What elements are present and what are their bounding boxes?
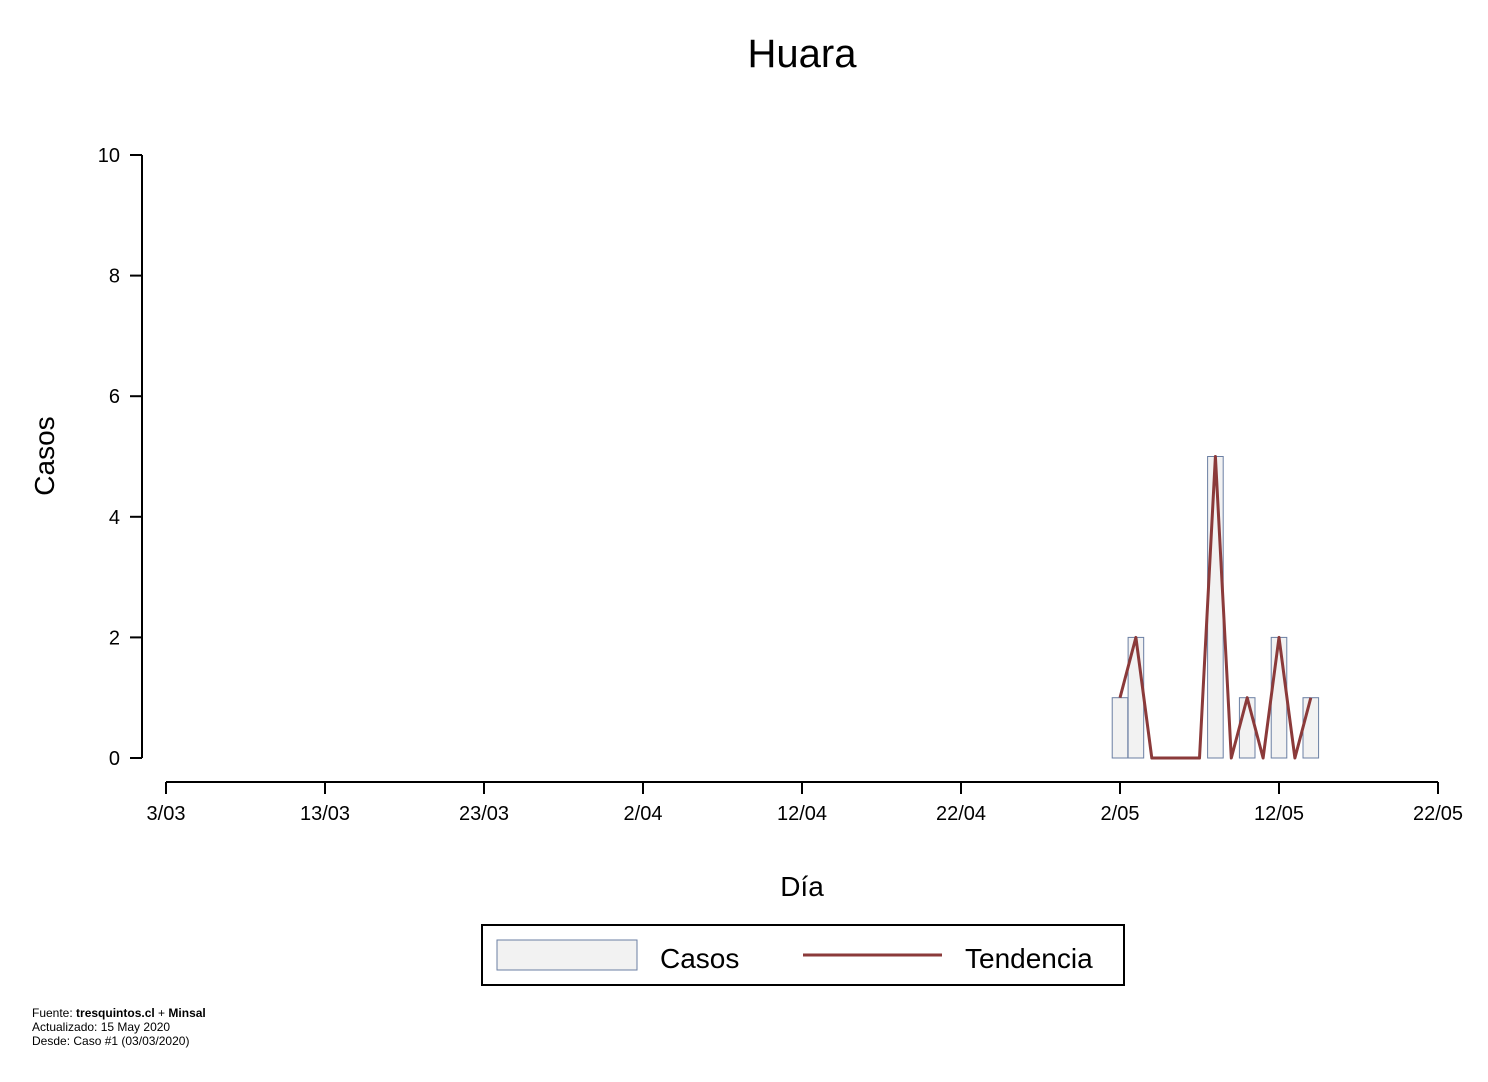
legend-label-tendencia: Tendencia [965,943,1093,974]
y-tick-label: 0 [109,748,120,770]
y-axis: 0 2 4 6 8 10 [98,145,143,770]
y-tick-label: 4 [109,507,120,529]
bar-casos [1302,697,1320,759]
x-tick-label: 12/04 [777,803,827,825]
legend-label-casos: Casos [660,943,739,974]
x-tick-label: 2/05 [1101,803,1140,825]
x-tick-label: 23/03 [459,803,509,825]
bar-casos [1111,697,1129,759]
y-tick-label: 8 [109,266,120,288]
legend: Casos Tendencia [481,924,1125,986]
x-tick-label: 13/03 [300,803,350,825]
source-line: Fuente: tresquintos.cl + Minsal [32,1006,206,1020]
x-tick-label: 2/04 [624,803,663,825]
x-tick-label: 22/05 [1413,803,1463,825]
y-tick-label: 6 [109,386,120,408]
legend-swatch-casos [496,939,638,971]
tendencia-line-group [1118,455,1313,760]
bar-casos [1238,697,1256,759]
source-org: Minsal [168,1006,206,1020]
bar-casos [1270,636,1288,759]
casos-bars [1111,456,1320,759]
source-join: + [154,1006,169,1020]
source-prefix: Fuente: [32,1006,77,1020]
tendencia-line [1118,455,1313,760]
chart-title: Huara [748,32,858,76]
x-tick-label: 22/04 [936,803,986,825]
y-tick-label: 10 [98,145,120,167]
bar-casos [1207,456,1224,759]
x-tick-label: 12/05 [1254,803,1304,825]
y-axis-label: Casos [29,416,60,495]
updated-line: Actualizado: 15 May 2020 [32,1020,171,1034]
x-axis-label: Día [780,871,824,902]
y-tick-label: 2 [109,627,120,649]
since-line: Desde: Caso #1 (03/03/2020) [32,1034,190,1048]
x-axis: 3/03 13/03 23/03 2/04 12/04 22/04 2/05 12/05 22/… [147,781,1463,825]
x-tick-label: 3/03 [147,803,186,825]
source-site: tresquintos.cl [76,1006,155,1020]
chart-footer: Fuente: tresquintos.cl + Minsal Actualiz… [32,1006,206,1048]
